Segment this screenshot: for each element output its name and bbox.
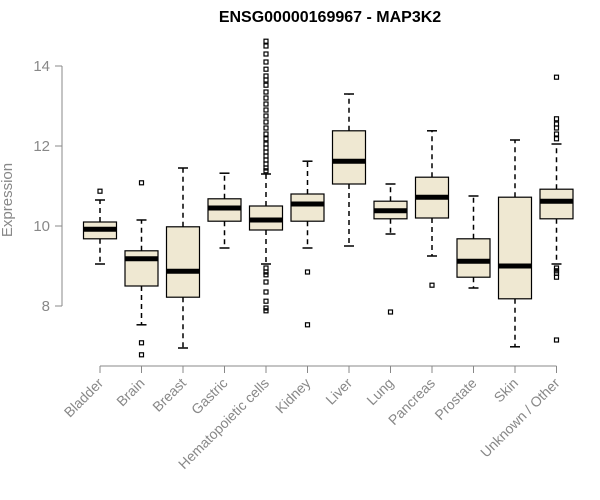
outlier-point: [263, 308, 269, 314]
outlier-point: [553, 131, 560, 137]
x-tick-label: Kidney: [272, 375, 314, 417]
y-tick-label: 8: [42, 298, 50, 315]
iqr-box: [165, 226, 201, 298]
iqr-box: [539, 188, 574, 220]
outlier-point: [387, 309, 394, 315]
outlier-point: [263, 101, 269, 107]
outlier-point: [263, 38, 269, 44]
x-tick-label: Brain: [113, 375, 147, 409]
iqr-box: [124, 250, 159, 287]
outlier-point: [263, 51, 269, 57]
outlier-point: [263, 272, 269, 278]
outlier-point: [263, 305, 269, 311]
x-tick-label: Lung: [363, 375, 396, 408]
outlier-point: [263, 89, 269, 95]
outlier-point: [263, 153, 269, 159]
box-lung: [373, 183, 408, 315]
box-pancreas: [414, 130, 450, 288]
x-tick-label: Breast: [149, 375, 189, 415]
outlier-point: [263, 145, 269, 151]
y-axis: 8 10 12 14: [33, 58, 63, 315]
x-tick-label: Skin: [491, 375, 522, 406]
x-tick-label: Unknown / Other: [477, 375, 563, 461]
box-gastric: [207, 172, 242, 249]
box-breast: [165, 167, 201, 349]
outlier-point: [263, 265, 269, 271]
box-kidney: [290, 160, 325, 328]
box-hematopoietic-cells: [248, 38, 284, 314]
outlier-point: [263, 168, 269, 174]
outlier-point: [97, 188, 103, 194]
outlier-point: [263, 119, 269, 125]
outlier-point: [263, 82, 269, 88]
outlier-point: [553, 74, 560, 80]
box-brain: [124, 180, 159, 358]
box-liver: [331, 93, 367, 247]
outlier-point: [138, 340, 145, 346]
outlier-point: [263, 95, 269, 101]
y-tick-label: 10: [33, 218, 50, 235]
iqr-box: [331, 130, 367, 185]
iqr-box: [456, 238, 491, 278]
y-tick-label: 12: [33, 138, 50, 155]
x-tick-label: Bladder: [61, 375, 107, 421]
outlier-point: [553, 116, 560, 122]
x-tick-label: Liver: [322, 375, 355, 408]
outlier-point: [553, 136, 560, 142]
outlier-point: [263, 107, 269, 113]
outlier-point: [263, 131, 269, 137]
outlier-point: [138, 180, 145, 186]
outlier-point: [263, 289, 269, 295]
outlier-point: [263, 136, 269, 142]
outlier-point: [263, 298, 269, 304]
outlier-point: [263, 269, 269, 275]
chart-title: ENSG00000169967 - MAP3K2: [219, 9, 441, 26]
outlier-point: [304, 269, 311, 275]
outlier-point: [263, 279, 269, 285]
outlier-point: [263, 161, 269, 167]
box-group: [82, 38, 574, 358]
box-prostate: [456, 195, 491, 289]
x-tick-label: Prostate: [431, 375, 479, 423]
outlier-point: [138, 352, 145, 358]
outlier-point: [553, 265, 560, 271]
outlier-point: [263, 43, 269, 49]
box-bladder: [82, 188, 118, 265]
y-tick-label: 14: [33, 58, 50, 75]
iqr-box: [290, 193, 325, 222]
y-axis-label: Expression: [0, 163, 16, 237]
outlier-point: [263, 149, 269, 155]
outlier-point: [263, 125, 269, 131]
outlier-point: [263, 77, 269, 83]
outlier-point: [263, 66, 269, 72]
outlier-point: [263, 113, 269, 119]
outlier-point: [304, 322, 311, 328]
outlier-point: [263, 157, 269, 163]
outlier-point: [263, 165, 269, 171]
outlier-point: [263, 141, 269, 147]
outlier-point: [429, 282, 435, 288]
box-skin: [497, 139, 533, 348]
outlier-point: [553, 337, 560, 343]
outlier-point: [263, 59, 269, 65]
iqr-box: [497, 196, 533, 300]
box-unknown-other: [539, 74, 574, 343]
outlier-point: [553, 125, 560, 131]
outlier-point: [553, 274, 560, 280]
